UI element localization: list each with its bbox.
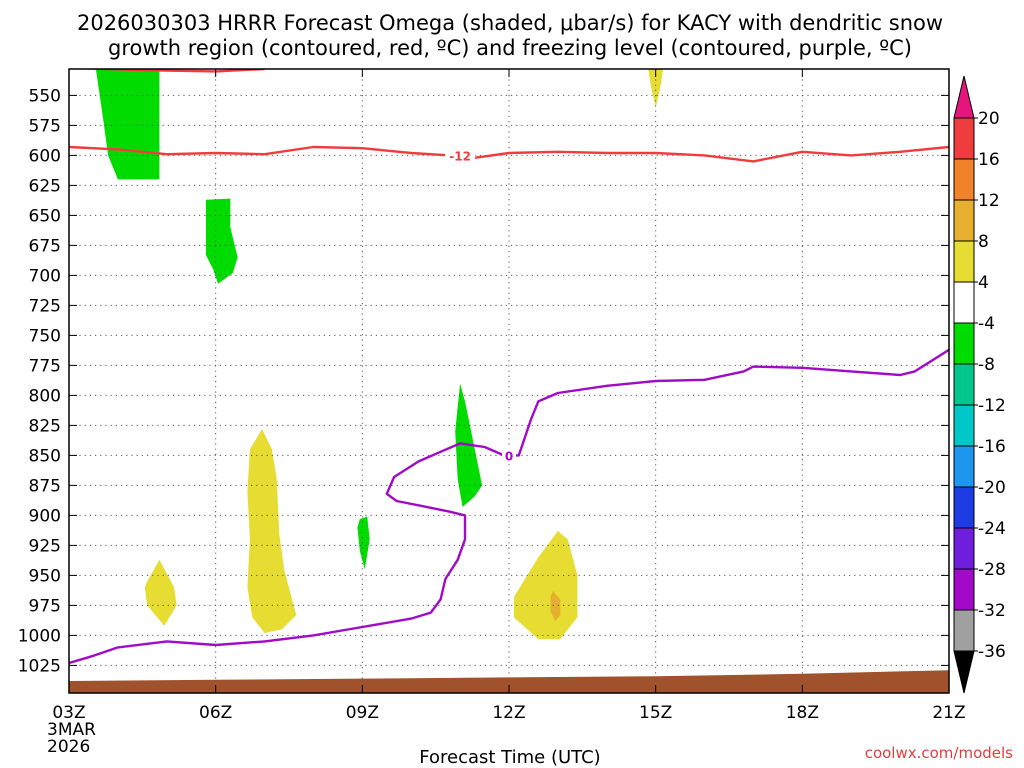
colorbar-bin--16--12 [953,404,975,447]
x-axis-label: Forecast Time (UTC) [419,747,600,768]
sinking-motion-core-1300 [550,591,561,621]
y-tick-label-600: 600 [29,146,61,166]
colorbar-bin--20--16 [953,445,975,488]
colorbar-bin--4-4 [953,281,975,324]
x-date-line: 2026 [47,737,90,757]
colorbar-bin--32--28 [953,568,975,611]
y-tick-label-850: 850 [29,446,61,466]
x-tick-label-15Z: 15Z [639,703,672,723]
y-tick-label-575: 575 [29,116,61,136]
colorbar-bin-16-20 [953,117,975,160]
colorbar-label: -8 [978,355,995,375]
y-tick-label-825: 825 [29,416,61,436]
colorbar-over-triangle [953,75,975,119]
colorbar-label: -36 [978,642,1006,662]
dendritic-growth-minus12-label: -12 [449,149,471,163]
colorbar-bin-4-8 [953,240,975,283]
sinking-motion-0700 [247,429,297,633]
colorbar-label: -24 [978,519,1006,539]
y-tick-label-925: 925 [29,536,61,556]
credit-text: coolwx.com/models [865,744,1013,762]
x-date-line: 3MAR [47,720,96,740]
dendritic-growth-minus12-label-bg [445,147,476,163]
y-tick-label-975: 975 [29,596,61,616]
colorbar-bin--24--20 [953,486,975,529]
y-tick-label-700: 700 [29,266,61,286]
colorbar-bin--36--32 [953,609,975,652]
freezing-level-zero-label-bg [502,447,516,463]
y-tick-label-775: 775 [29,356,61,376]
colorbar-bin--28--24 [953,527,975,570]
x-tick-label-12Z: 12Z [492,703,525,723]
y-tick-label-1025: 1025 [18,656,61,676]
upward-motion-upper-early [95,69,160,180]
freezing-level-zero [69,348,949,665]
y-tick-label-550: 550 [29,86,61,106]
sinking-motion-upper-1500 [648,69,663,108]
colorbar-label: 12 [978,191,1000,211]
dendritic-growth-minus12 [69,145,949,163]
y-tick-label-725: 725 [29,296,61,316]
y-tick-label-650: 650 [29,206,61,226]
y-tick-label-675: 675 [29,236,61,256]
colorbar-label: 20 [978,109,1000,129]
chart-title: 2026030303 HRRR Forecast Omega (shaded, … [77,11,943,35]
y-tick-label-800: 800 [29,386,61,406]
sinking-motion-0500 [144,559,177,626]
colorbar-bin-12-16 [953,158,975,201]
y-tick-label-625: 625 [29,176,61,196]
colorbar-label: -28 [978,560,1006,580]
colorbar-label: -32 [978,601,1006,621]
sinking-motion-1300 [513,531,578,639]
terrain [69,670,949,693]
colorbar-under-triangle [953,650,975,694]
y-tick-label-750: 750 [29,326,61,346]
colorbar-label: -12 [978,396,1006,416]
x-tick-label-06Z: 06Z [199,703,232,723]
y-tick-label-875: 875 [29,476,61,496]
y-axis: 550 575 600 625 650 675 700 725 750 775 800 825 850 8… [18,86,949,676]
x-tick-label-09Z: 09Z [346,703,379,723]
colorbar: 20 16 12 8 4 -4 -8 -12 -16 -20 -24 -28 -32 -36 [953,75,1006,694]
grid-lines [69,69,949,693]
contour-labels: -12 0 [445,147,516,463]
colorbar-bin--8--4 [953,322,975,365]
x-tick-label-03Z: 03Z [52,703,85,723]
colorbar-label: 4 [978,273,989,293]
colorbar-label: -16 [978,437,1006,457]
x-tick-label-21Z: 21Z [932,703,965,723]
omega-shading [95,69,663,639]
y-tick-label-900: 900 [29,506,61,526]
freezing-level-zero-label: 0 [505,449,513,463]
colorbar-label: 16 [978,150,1000,170]
terrain-fill [69,670,949,693]
x-tick-label-18Z: 18Z [786,703,819,723]
colorbar-label: -4 [978,314,995,334]
upward-motion-0910 [357,516,370,570]
colorbar-bin-8-12 [953,199,975,242]
upward-motion-mid-0630 [205,198,238,284]
colorbar-label: 8 [978,232,989,252]
y-tick-label-950: 950 [29,566,61,586]
chart-subtitle: growth region (contoured, red, ºC) and f… [108,36,912,60]
colorbar-bin--12--8 [953,363,975,406]
colorbar-label: -20 [978,478,1006,498]
y-tick-label-1000: 1000 [18,626,61,646]
